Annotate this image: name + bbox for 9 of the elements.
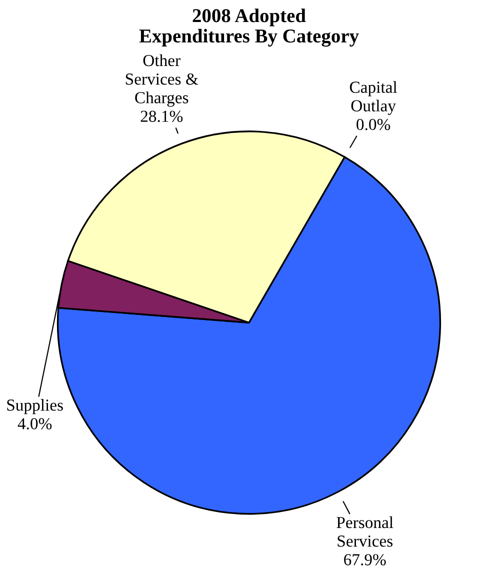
category-label: Capital Outlay <box>350 81 398 115</box>
slice-label: Supplies <box>7 399 63 414</box>
text: 0.0% <box>356 118 390 130</box>
slice-label: Personal Services <box>336 516 394 547</box>
slice-label: Other Services & Charges <box>126 54 198 107</box>
data-label: 67.9% <box>344 554 386 566</box>
data-label: 4.0% <box>18 418 52 430</box>
data-label: 28.1% <box>140 110 183 122</box>
chart-title: 2008 Adopted Expenditures By Category <box>139 8 359 47</box>
